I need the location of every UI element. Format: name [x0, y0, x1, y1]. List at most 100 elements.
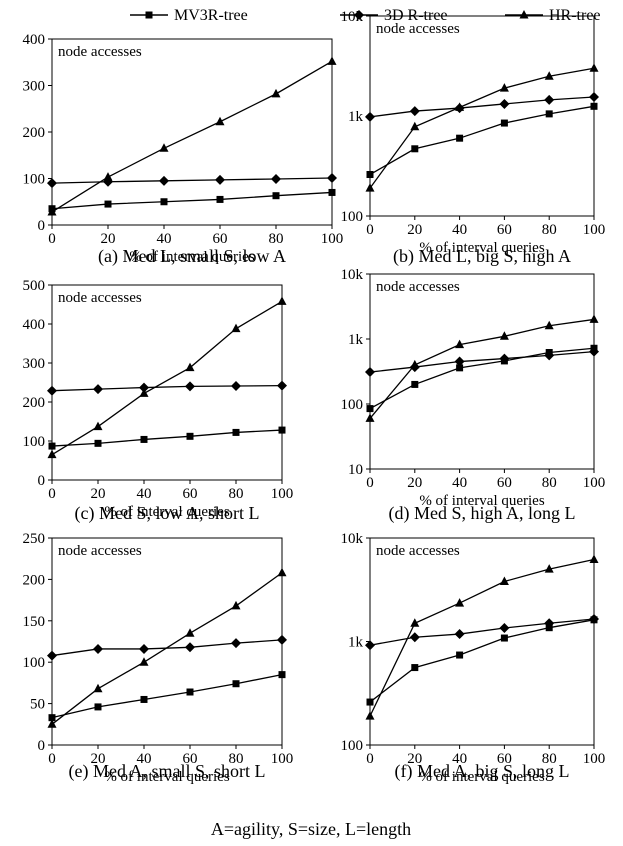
x-tick-label: 60 — [183, 486, 198, 502]
data-point-square — [216, 195, 224, 203]
data-point-square — [366, 171, 374, 179]
x-tick-label: 0 — [48, 231, 56, 247]
y-tick-label: 0 — [38, 218, 46, 234]
data-point-square — [140, 435, 148, 443]
data-point-square — [272, 192, 280, 200]
y-tick-label: 200 — [23, 125, 46, 141]
data-point-diamond — [139, 643, 149, 654]
x-tick-label: 100 — [583, 475, 606, 491]
chart-caption: (e) Med A, small S, short L — [69, 761, 266, 782]
chart-panel: 100 1k 10k 0 20 40 60 80 100 node accesses % of in… — [341, 531, 606, 785]
data-point-diamond — [277, 380, 287, 391]
node-accesses-annotation: node accesses — [376, 21, 460, 37]
y-tick-label: 400 — [23, 317, 46, 333]
y-tick-label: 300 — [23, 356, 46, 372]
chart-panel: 100 1k 10k 0 20 40 60 80 100 node accesses % of in… — [341, 9, 606, 267]
x-axis-label: % of interval queries — [419, 769, 545, 785]
data-point-triangle — [231, 600, 241, 610]
legend-label: MV3R-tree — [174, 7, 248, 24]
data-point-diamond — [271, 173, 281, 184]
data-point-triangle — [455, 102, 465, 111]
chart-caption: (f) Med A, big S, long L — [395, 761, 570, 782]
data-point-diamond — [159, 175, 169, 186]
series-line-diamond — [51, 177, 333, 184]
y-tick-label: 400 — [23, 32, 46, 48]
data-point-square — [456, 134, 464, 142]
y-tick-label: 10 — [348, 462, 363, 478]
data-point-triangle — [455, 598, 465, 607]
data-point-triangle — [185, 628, 195, 637]
series-line-triangle — [369, 318, 595, 419]
series-line-square — [51, 429, 283, 447]
x-tick-label: 60 — [183, 751, 198, 767]
data-point-diamond — [185, 381, 195, 392]
x-axis-label: % of interval queries — [419, 240, 545, 256]
data-point-triangle — [185, 362, 195, 372]
data-point-triangle — [327, 56, 337, 65]
y-tick-label: 100 — [341, 738, 364, 754]
data-point-triangle — [544, 320, 554, 330]
data-point-square — [186, 432, 194, 440]
x-axis-label: % of interval queries — [129, 249, 255, 265]
y-tick-label: 1k — [348, 635, 364, 651]
chart-panel: 0 100 200 300 400 500 0 20 40 60 80 100 node accesse… — [23, 278, 294, 524]
data-point-diamond — [589, 346, 599, 357]
data-point-triangle — [499, 83, 509, 92]
x-tick-label: 80 — [269, 231, 284, 247]
y-tick-label: 300 — [23, 79, 46, 95]
series-line-square — [51, 191, 333, 210]
node-accesses-annotation: node accesses — [58, 543, 142, 559]
series-line-square — [369, 619, 595, 703]
data-point-triangle — [231, 323, 241, 333]
data-point-square — [232, 428, 240, 436]
legend-marker-square — [145, 11, 153, 19]
plot-frame — [51, 284, 283, 481]
series-line-triangle — [51, 572, 283, 725]
data-point-square — [411, 664, 419, 672]
chart-caption: (d) Med S, high A, long L — [389, 503, 576, 524]
data-point-diamond — [409, 632, 420, 643]
node-accesses-annotation: node accesses — [58, 290, 142, 306]
x-axis-label: % of interval queries — [104, 504, 230, 520]
data-point-square — [48, 714, 56, 722]
x-tick-label: 20 — [91, 486, 106, 502]
y-tick-label: 0 — [38, 473, 46, 489]
chart-panel: 10 100 1k 10k 0 20 40 60 80 100 node accesses % of … — [341, 267, 606, 524]
y-tick-label: 100 — [23, 434, 46, 450]
data-point-square — [500, 119, 508, 127]
data-point-diamond — [231, 638, 241, 649]
series-line-square — [51, 673, 283, 719]
series-line-square — [369, 105, 595, 176]
data-point-triangle — [47, 719, 57, 728]
x-axis-label: % of interval queries — [104, 769, 230, 785]
data-point-diamond — [409, 106, 420, 117]
data-point-triangle — [589, 314, 599, 323]
data-point-triangle — [365, 413, 375, 422]
data-point-diamond — [365, 640, 375, 651]
x-tick-label: 40 — [157, 231, 172, 247]
x-tick-label: 60 — [213, 231, 228, 247]
x-tick-label: 40 — [137, 486, 152, 502]
x-tick-label: 100 — [583, 751, 606, 767]
data-point-triangle — [103, 172, 113, 181]
data-point-diamond — [277, 634, 287, 645]
data-point-triangle — [277, 567, 287, 577]
data-point-square — [366, 405, 374, 413]
data-point-diamond — [499, 353, 510, 364]
data-point-triangle — [455, 339, 465, 349]
y-tick-label: 1k — [348, 109, 364, 125]
data-point-triangle — [410, 618, 420, 627]
data-point-triangle — [271, 88, 281, 98]
x-tick-label: 80 — [542, 222, 557, 238]
node-accesses-annotation: node accesses — [58, 44, 142, 60]
data-point-square — [411, 380, 419, 388]
data-point-diamond — [544, 94, 555, 105]
data-point-triangle — [277, 296, 287, 305]
data-point-square — [104, 200, 112, 208]
plot-frame — [369, 273, 595, 470]
chart-caption: (c) Med S, low A, short L — [75, 503, 260, 524]
x-tick-label: 0 — [48, 751, 56, 767]
data-point-triangle — [139, 657, 149, 666]
data-point-diamond — [327, 173, 337, 184]
